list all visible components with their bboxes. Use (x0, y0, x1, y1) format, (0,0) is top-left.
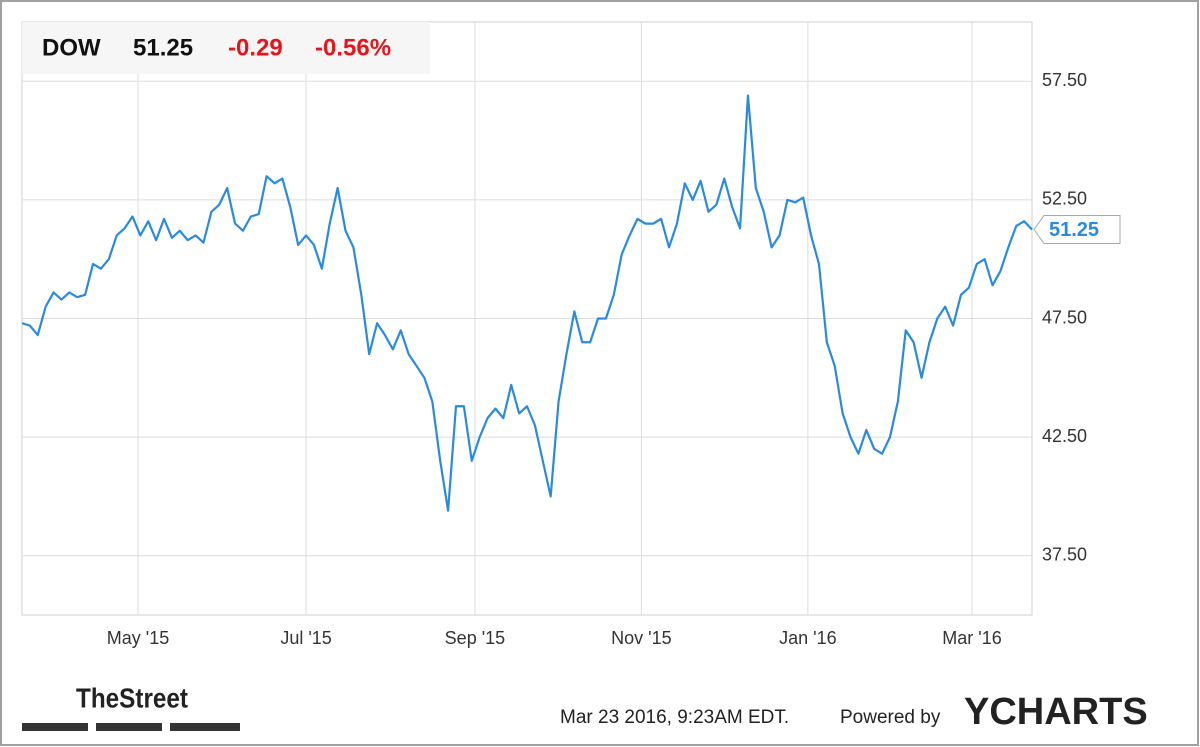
ticker: DOW (42, 34, 101, 61)
y-tick-label: 42.50 (1042, 426, 1087, 446)
price: 51.25 (133, 34, 193, 61)
change-pct: -0.56% (315, 34, 391, 61)
x-tick-label: Jan '16 (779, 628, 836, 648)
x-tick-label: Mar '16 (942, 628, 1001, 648)
x-tick-label: Nov '15 (611, 628, 671, 648)
last-value-label: 51.25 (1049, 219, 1099, 241)
header-box (22, 22, 430, 74)
logo-bar (96, 723, 162, 731)
x-tick-label: May '15 (107, 628, 169, 648)
logo-bar (22, 723, 88, 731)
marks (21, 94, 1033, 512)
price-line (21, 94, 1033, 512)
y-tick-label: 47.50 (1042, 307, 1087, 327)
change: -0.29 (228, 34, 283, 61)
y-tick-label: 52.50 (1042, 189, 1087, 209)
source-logo: TheStreet (76, 682, 188, 713)
grid (22, 22, 1032, 615)
y-tick-label: 37.50 (1042, 544, 1087, 564)
timestamp: Mar 23 2016, 9:23AM EDT. (560, 707, 789, 728)
y-tick-label: 57.50 (1042, 70, 1087, 90)
logo-bar (170, 723, 240, 731)
brand: YCHARTS (964, 691, 1148, 733)
last-value-tag (1033, 215, 1121, 245)
x-tick-label: Jul '15 (280, 628, 331, 648)
x-tick-label: Sep '15 (445, 628, 506, 648)
powered-by: Powered by (840, 707, 941, 728)
